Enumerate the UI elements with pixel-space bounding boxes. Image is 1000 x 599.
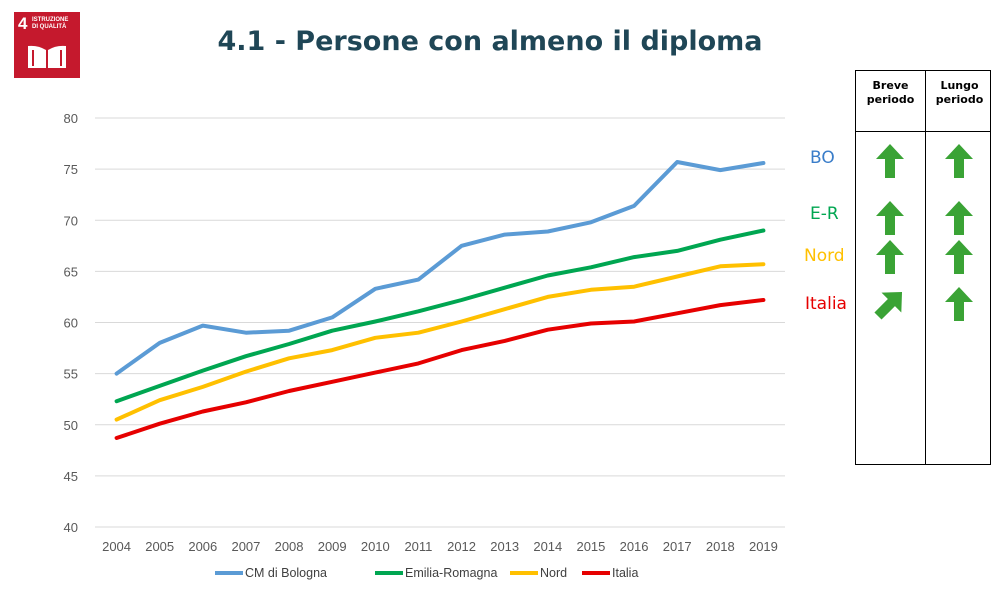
legend-label: Italia (612, 566, 638, 580)
x-tick-label: 2010 (361, 539, 390, 554)
y-tick-label: 40 (64, 520, 78, 535)
series-line-cm-di-bologna (114, 160, 766, 376)
header-breve-periodo: Breve periodo (866, 79, 915, 106)
legend-label: Emilia-Romagna (405, 566, 497, 580)
legend-label: CM di Bologna (245, 566, 327, 580)
x-tick-label: 2013 (490, 539, 519, 554)
y-tick-label: 65 (64, 264, 78, 279)
x-tick-label: 2015 (576, 539, 605, 554)
x-tick-label: 2018 (706, 539, 735, 554)
arrow-up-icon (939, 284, 979, 324)
arrow-up-icon (870, 237, 910, 277)
x-tick-label: 2014 (533, 539, 562, 554)
y-tick-label: 80 (64, 111, 78, 126)
x-tick-label: 2019 (749, 539, 778, 554)
y-tick-label: 50 (64, 418, 78, 433)
arrow-up-icon (939, 198, 979, 238)
arrow-up-icon (939, 237, 979, 277)
region-label-italia: Italia (805, 294, 847, 314)
page-title: 4.1 - Persone con almeno il diploma (217, 26, 763, 57)
x-tick-label: 2006 (188, 539, 217, 554)
sdg-4-badge: 4 ISTRUZIONE DI QUALITÀ (14, 12, 80, 78)
x-tick-label: 2012 (447, 539, 476, 554)
x-tick-label: 2017 (663, 539, 692, 554)
table-divider (856, 131, 990, 132)
y-tick-label: 55 (64, 367, 78, 382)
legend-label: Nord (540, 566, 567, 580)
y-tick-label: 75 (64, 162, 78, 177)
table-divider (925, 71, 926, 464)
arrow-up-right-icon (870, 284, 910, 324)
x-tick-label: 2008 (275, 539, 304, 554)
y-tick-label: 45 (64, 469, 78, 484)
sdg-number: 4 (18, 14, 28, 33)
arrow-up-icon (870, 198, 910, 238)
header-lungo-periodo: Lungo periodo (935, 79, 984, 106)
y-tick-label: 60 (64, 316, 78, 331)
y-tick-label: 70 (64, 213, 78, 228)
series-line-emilia-romagna (114, 228, 766, 404)
arrow-up-icon (870, 141, 910, 181)
trend-table: Breve periodo Lungo periodo (855, 70, 991, 465)
x-tick-label: 2009 (318, 539, 347, 554)
x-tick-label: 2005 (145, 539, 174, 554)
x-tick-label: 2016 (620, 539, 649, 554)
book-icon (28, 45, 66, 68)
arrow-up-icon (939, 141, 979, 181)
line-chart: 40 45 50 55 60 65 70 75 80 2004 2005 2006 2007 2008 20… (64, 111, 785, 580)
x-tick-label: 2011 (404, 539, 432, 554)
region-label-er: E-R (810, 204, 839, 224)
sdg-label: ISTRUZIONE DI QUALITÀ (32, 17, 69, 30)
series-line-italia (114, 298, 766, 440)
x-tick-label: 2004 (102, 539, 131, 554)
series-line-nord (114, 262, 766, 422)
region-label-bo: BO (810, 148, 835, 168)
region-label-nord: Nord (804, 246, 845, 266)
x-tick-label: 2007 (231, 539, 260, 554)
